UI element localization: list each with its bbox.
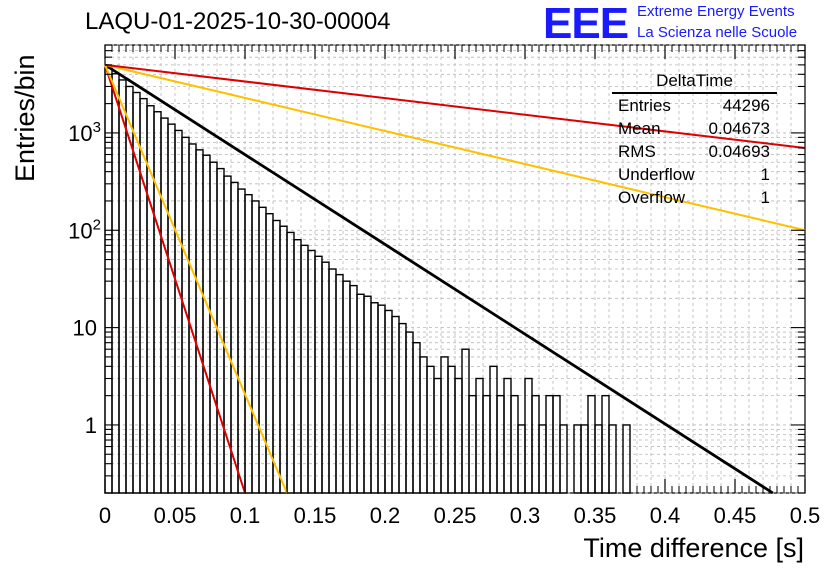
x-tick-label: 0.5 <box>790 503 821 528</box>
stats-value: 0.04693 <box>708 142 770 161</box>
stats-label: Underflow <box>618 165 695 184</box>
histogram-bin <box>412 341 421 494</box>
histogram-bin <box>251 200 260 494</box>
histogram-bin <box>349 284 358 494</box>
histogram-bin <box>573 424 582 494</box>
histogram-bin <box>461 348 470 494</box>
stats-title: DeltaTime <box>612 70 777 94</box>
histogram-bin <box>377 304 386 494</box>
histogram-bin <box>517 424 526 494</box>
x-tick-label: 0.3 <box>510 503 541 528</box>
logo-line-1: Extreme Energy Events <box>637 3 795 20</box>
histogram-bin <box>370 302 379 494</box>
y-tick-label: 10 <box>73 316 97 341</box>
x-tick-label: 0.4 <box>650 503 681 528</box>
stats-value: 44296 <box>722 96 770 115</box>
x-tick-label: 0.25 <box>434 503 477 528</box>
stats-row: Underflow 1 <box>612 163 777 186</box>
stats-row: Entries 44296 <box>612 94 777 117</box>
curve-red-shallow <box>104 63 806 149</box>
y-axis-label: Entries/bin <box>10 54 40 182</box>
histogram-bin <box>153 111 162 494</box>
histogram-bin <box>307 249 316 494</box>
y-tick-label: 1 <box>85 413 97 438</box>
histogram-bin <box>258 206 267 494</box>
histogram-bin <box>496 394 505 494</box>
histogram-bin <box>601 394 610 494</box>
histogram-bin <box>111 73 120 494</box>
histogram-bin <box>468 394 477 494</box>
histogram-bin <box>405 331 414 494</box>
stats-row: Overflow 1 <box>612 186 777 209</box>
histogram-bin <box>118 79 127 494</box>
curve-yellow-shallow <box>104 63 806 232</box>
stats-label: Overflow <box>618 188 686 207</box>
curve-yellow-steep <box>104 64 288 494</box>
histogram-bin <box>622 424 631 494</box>
stats-value: 1 <box>760 188 770 207</box>
histogram-bin <box>202 154 211 494</box>
curve-fit <box>104 63 774 495</box>
y-axis-ticks: 1 10 102 103 <box>68 44 805 494</box>
histogram-bin <box>188 143 197 494</box>
stats-label: Entries <box>618 96 671 115</box>
x-tick-label: 0.05 <box>154 503 197 528</box>
x-tick-label: 0 <box>99 503 111 528</box>
x-axis-label: Time difference [s] <box>583 533 804 563</box>
histogram-bin <box>174 129 183 494</box>
histogram-bin <box>608 424 617 494</box>
histogram-bin <box>328 268 337 494</box>
stats-label: RMS <box>618 142 656 161</box>
histogram-bin <box>545 394 554 494</box>
curve-red-steep <box>104 64 246 494</box>
run-title: LAQU-01-2025-10-30-00004 <box>85 8 391 35</box>
stats-row: RMS 0.04693 <box>612 140 777 163</box>
x-tick-label: 0.35 <box>574 503 617 528</box>
x-tick-label: 0.15 <box>294 503 337 528</box>
histogram-bin <box>594 424 603 494</box>
histogram-bin <box>552 394 561 494</box>
histogram-bars <box>104 67 631 494</box>
histogram-bin <box>587 394 596 494</box>
x-axis-ticks: 0 0.05 0.1 0.15 0.2 0.25 0.3 0.35 0.4 0.45 0.5 <box>99 45 820 528</box>
stats-label: Mean <box>618 119 661 138</box>
histogram-bin <box>335 273 344 494</box>
histogram-bin <box>321 261 330 494</box>
logo-line-2: La Scienza nelle Scuole <box>637 24 798 41</box>
histogram-bin <box>314 255 323 494</box>
histogram-bin <box>342 280 351 494</box>
histogram-bin <box>160 117 169 494</box>
fit-curves <box>104 63 806 495</box>
histogram-bin <box>482 394 491 494</box>
stats-row: Mean 0.04673 <box>612 117 777 140</box>
histogram-bin <box>300 244 309 494</box>
eee-logo: EEE <box>543 0 629 48</box>
histogram-bin <box>580 424 589 494</box>
stats-value: 0.04673 <box>708 119 770 138</box>
histogram-bin <box>538 424 547 494</box>
stats-box: DeltaTime Entries 44296 Mean 0.04673 RMS… <box>612 70 777 209</box>
histogram-bin <box>167 123 176 494</box>
histogram-bin <box>510 394 519 494</box>
x-tick-label: 0.2 <box>370 503 401 528</box>
histogram-bin <box>559 424 568 494</box>
x-tick-label: 0.45 <box>714 503 757 528</box>
histogram-bin <box>384 309 393 494</box>
y-tick-label: 102 <box>68 216 101 243</box>
x-tick-label: 0.1 <box>230 503 261 528</box>
histogram-bin <box>279 225 288 494</box>
histogram-bin <box>356 293 365 494</box>
histogram-bin <box>531 394 540 494</box>
y-tick-label: 103 <box>68 119 101 146</box>
stats-value: 1 <box>760 165 770 184</box>
